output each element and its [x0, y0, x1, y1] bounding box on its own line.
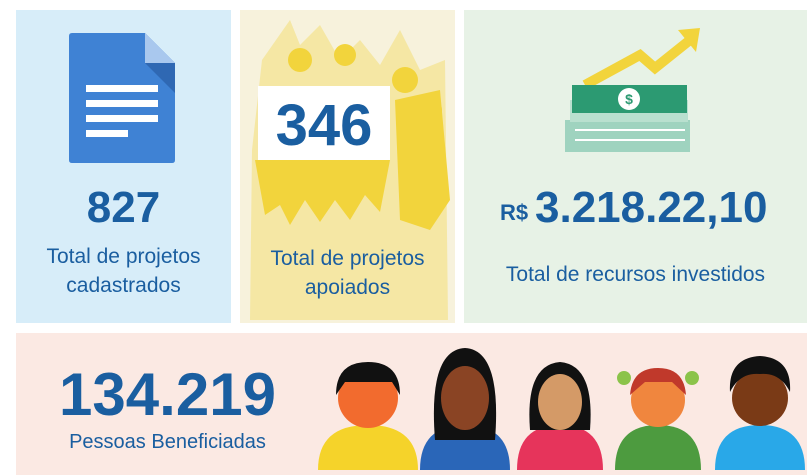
- supported-label: apoiados: [304, 276, 391, 299]
- registered-label: cadastrados: [66, 274, 181, 297]
- supported-value: 346: [275, 93, 373, 158]
- currency: R$: [500, 200, 529, 225]
- registered-label: Total de projetos: [46, 245, 201, 268]
- svg-text:$: $: [625, 91, 633, 107]
- people-icons: [318, 348, 805, 470]
- registered-value: 827: [86, 183, 161, 232]
- beneficiaries-value: 134.219: [59, 361, 276, 428]
- money-icon: $: [565, 28, 700, 152]
- sign: [258, 86, 390, 160]
- invested-label: Total de recursos investidos: [505, 263, 766, 286]
- beneficiaries-label: Pessoas Beneficiadas: [69, 431, 266, 453]
- supported-label: Total de projetos: [270, 247, 425, 270]
- invested-value: 3.218.22,10: [535, 183, 768, 232]
- document-icon: [69, 33, 175, 163]
